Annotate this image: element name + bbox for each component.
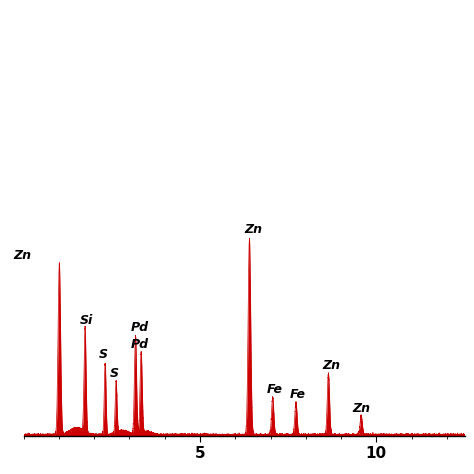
Text: Pd: Pd xyxy=(131,321,149,334)
Text: Zn: Zn xyxy=(323,359,341,372)
Text: S: S xyxy=(109,367,118,380)
Text: Fe: Fe xyxy=(267,383,283,396)
Text: Zn: Zn xyxy=(14,249,32,262)
Text: Fe: Fe xyxy=(290,388,306,401)
Text: S: S xyxy=(99,348,108,361)
Text: Zn: Zn xyxy=(245,223,263,237)
Text: Si: Si xyxy=(80,314,93,327)
Text: Pd: Pd xyxy=(131,338,149,351)
Text: Zn: Zn xyxy=(353,402,371,415)
